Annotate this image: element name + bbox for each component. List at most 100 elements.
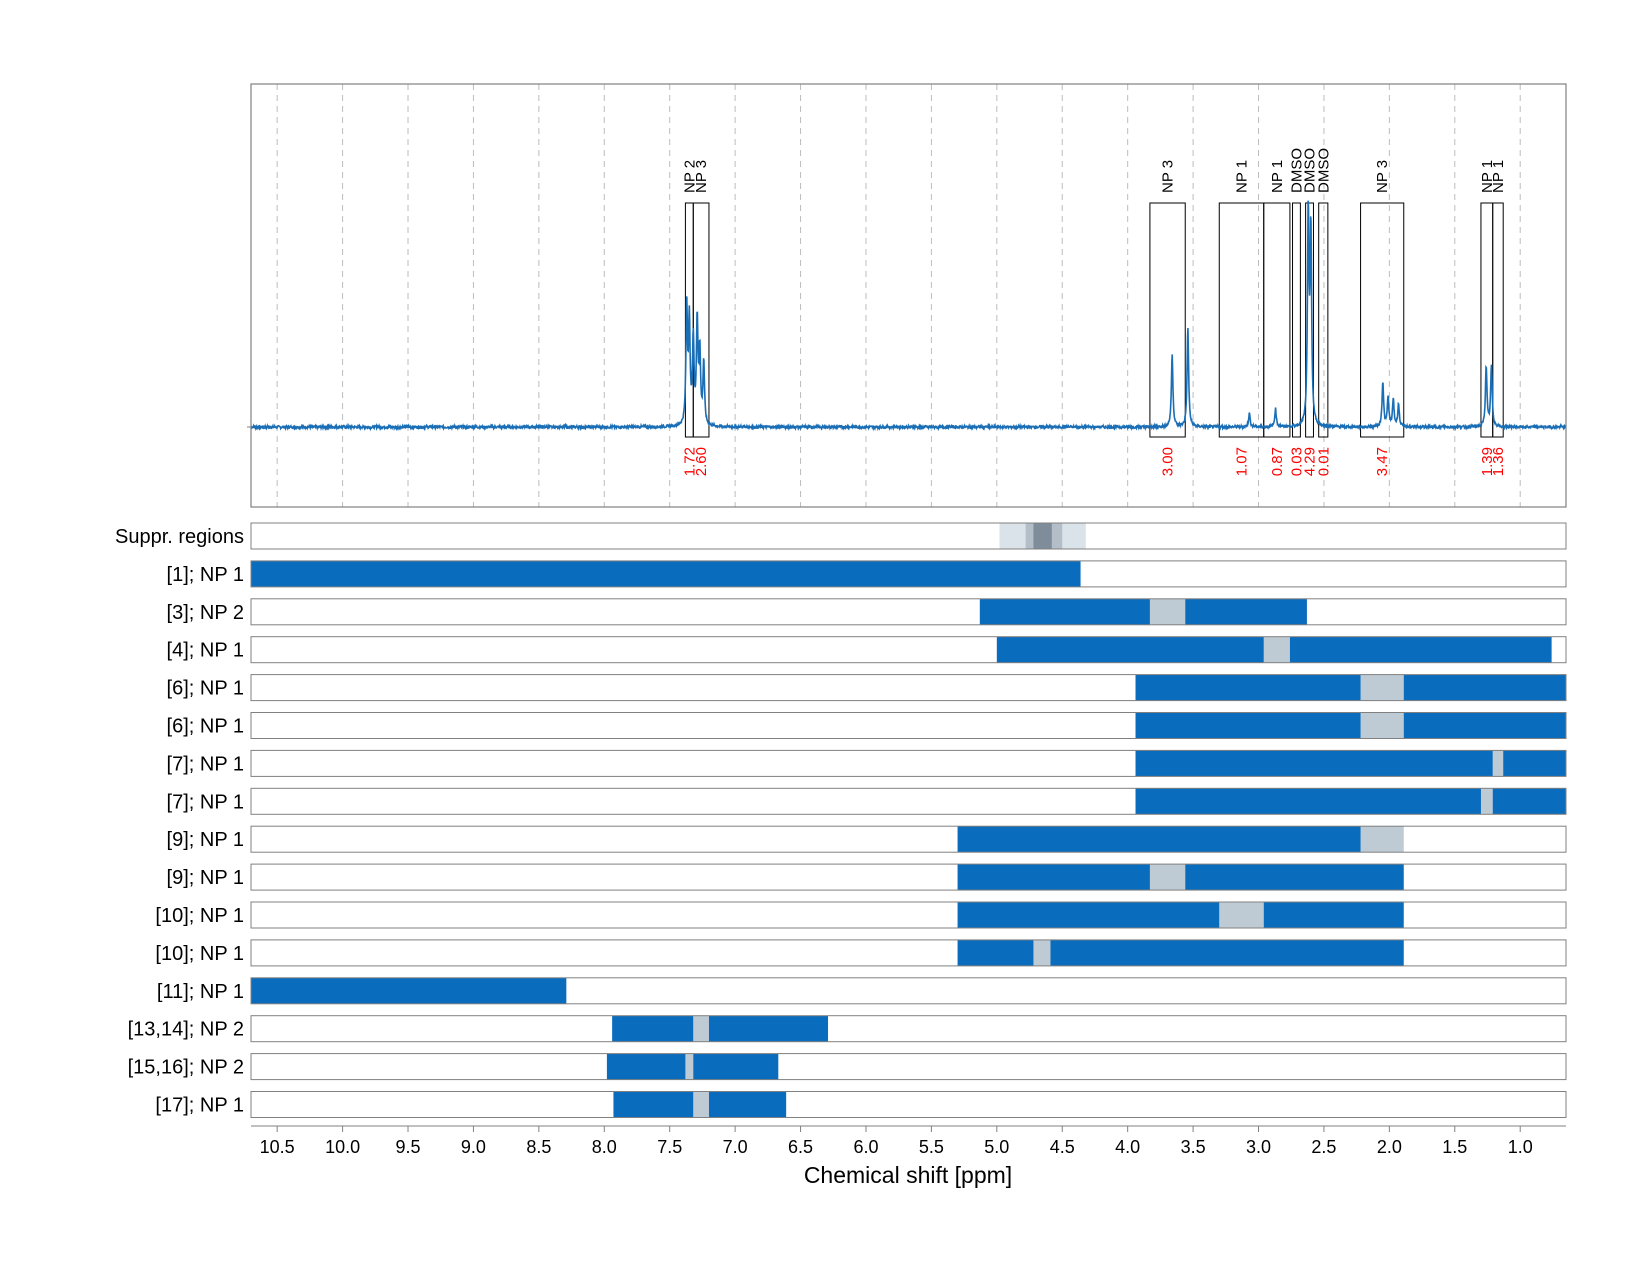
row-gap <box>1360 674 1404 701</box>
integration-region-box <box>1292 202 1301 438</box>
row-frame <box>250 522 1567 550</box>
row-label: [13,14]; NP 2 <box>128 1019 244 1041</box>
integration-region-label: NP 3 <box>693 160 710 193</box>
x-tick-label: 3.5 <box>1181 1137 1206 1157</box>
series-row: [7]; NP 1 <box>167 749 1567 777</box>
row-frame <box>250 825 1567 853</box>
x-tick-label: 2.5 <box>1311 1137 1336 1157</box>
integration-region-box <box>1149 202 1186 438</box>
x-tick-label: 10.5 <box>260 1137 295 1157</box>
row-label: [17]; NP 1 <box>155 1095 244 1117</box>
integration-region-box <box>1263 202 1291 438</box>
spectrum-frame <box>250 83 1567 508</box>
row-bar <box>693 1053 779 1080</box>
row-label: [10]; NP 1 <box>155 943 244 965</box>
integral-value: 1.39 <box>1479 447 1496 476</box>
integral-value: 4.29 <box>1302 447 1319 476</box>
row-frame <box>250 901 1567 929</box>
row-frame <box>250 749 1567 777</box>
row-gap <box>1033 939 1051 966</box>
row-label: [15,16]; NP 2 <box>128 1057 244 1079</box>
integration-region-label: NP 1 <box>1269 160 1286 193</box>
integration-region-label: NP 3 <box>1160 160 1177 193</box>
row-frame <box>250 674 1567 702</box>
row-bar <box>708 1091 787 1118</box>
x-tick-label: 9.0 <box>461 1137 486 1157</box>
integration-region-label: NP 1 <box>1479 160 1496 193</box>
x-axis-label: Chemical shift [ppm] <box>804 1162 1012 1188</box>
x-tick-label: 3.0 <box>1246 1137 1271 1157</box>
row-label: [6]; NP 1 <box>167 678 244 700</box>
row-label: Suppr. regions <box>115 526 244 548</box>
series-row: [4]; NP 1 <box>167 636 1567 664</box>
row-label: [9]; NP 1 <box>167 829 244 851</box>
row-frame <box>250 977 1567 1005</box>
x-tick-label: 9.5 <box>395 1137 420 1157</box>
integration-region-box <box>1492 202 1504 438</box>
row-frame <box>250 712 1567 739</box>
row-bar <box>1050 939 1404 966</box>
row-gap <box>1360 826 1404 853</box>
integration-region-label: DMSO <box>1315 148 1332 193</box>
x-tick-label: 4.5 <box>1050 1137 1075 1157</box>
row-bar <box>1185 864 1404 891</box>
integral-value: 0.01 <box>1315 447 1332 476</box>
series-row: [17]; NP 1 <box>155 1091 1567 1118</box>
series-row: [6]; NP 1 <box>167 674 1567 702</box>
row-bar <box>1135 712 1361 739</box>
row-label: [9]; NP 1 <box>167 867 244 889</box>
row-gap <box>1149 864 1186 891</box>
row-gap <box>693 1015 709 1042</box>
integral-value: 1.36 <box>1490 447 1507 476</box>
integration-region-box <box>1318 202 1329 438</box>
row-frame <box>250 939 1567 967</box>
series-row: [10]; NP 1 <box>155 939 1567 967</box>
spectrum-trace <box>250 200 1567 432</box>
row-frame <box>250 787 1567 815</box>
series-row: [7]; NP 1 <box>167 787 1567 815</box>
series-rows-panel: Suppr. regions [1]; NP 1 [3]; NP 2 [4]; NP … <box>115 522 1567 1118</box>
row-gap <box>1149 598 1186 625</box>
x-tick-label: 1.0 <box>1508 1137 1533 1157</box>
row-label: [6]; NP 1 <box>167 716 244 738</box>
row-frame <box>250 1091 1567 1118</box>
row-gap <box>1263 636 1290 663</box>
series-row: [15,16]; NP 2 <box>128 1053 1567 1081</box>
x-tick-label: 8.5 <box>526 1137 551 1157</box>
row-bar <box>957 826 1361 853</box>
series-row: [9]; NP 1 <box>167 825 1567 853</box>
x-tick-label: 10.0 <box>325 1137 360 1157</box>
integration-region-label: DMSO <box>1302 148 1319 193</box>
integration-region-label: DMSO <box>1288 148 1305 193</box>
row-label: [4]; NP 1 <box>167 640 244 662</box>
row-bar <box>1135 674 1361 701</box>
row-gap <box>1492 750 1504 777</box>
integration-region-label: NP 3 <box>1374 160 1391 193</box>
row-bar <box>251 977 567 1004</box>
row-label: [3]; NP 2 <box>167 602 244 624</box>
row-label: [1]; NP 1 <box>167 564 244 586</box>
row-bar <box>996 636 1264 663</box>
row-bar <box>1185 598 1307 625</box>
row-label: [11]; NP 1 <box>157 981 244 1003</box>
row-bar <box>1289 636 1552 663</box>
row-gap <box>1360 712 1404 739</box>
integration-region-box <box>1218 202 1265 438</box>
integral-value: 3.00 <box>1160 447 1177 476</box>
series-row: [3]; NP 2 <box>167 598 1567 626</box>
x-tick-label: 2.0 <box>1377 1137 1402 1157</box>
x-tick-label: 8.0 <box>592 1137 617 1157</box>
integral-value: 0.03 <box>1288 447 1305 476</box>
row-label: [10]; NP 1 <box>155 905 244 927</box>
integral-value: 0.87 <box>1269 447 1286 476</box>
row-frame <box>250 863 1567 891</box>
suppressed-region <box>1033 523 1052 549</box>
integration-region-box <box>1305 202 1314 438</box>
x-tick-label: 7.5 <box>657 1137 682 1157</box>
row-bar <box>1403 712 1566 739</box>
series-row: [10]; NP 1 <box>155 901 1567 929</box>
x-tick-label: 5.0 <box>984 1137 1009 1157</box>
x-tick-label: 5.5 <box>919 1137 944 1157</box>
row-bar <box>957 902 1220 928</box>
